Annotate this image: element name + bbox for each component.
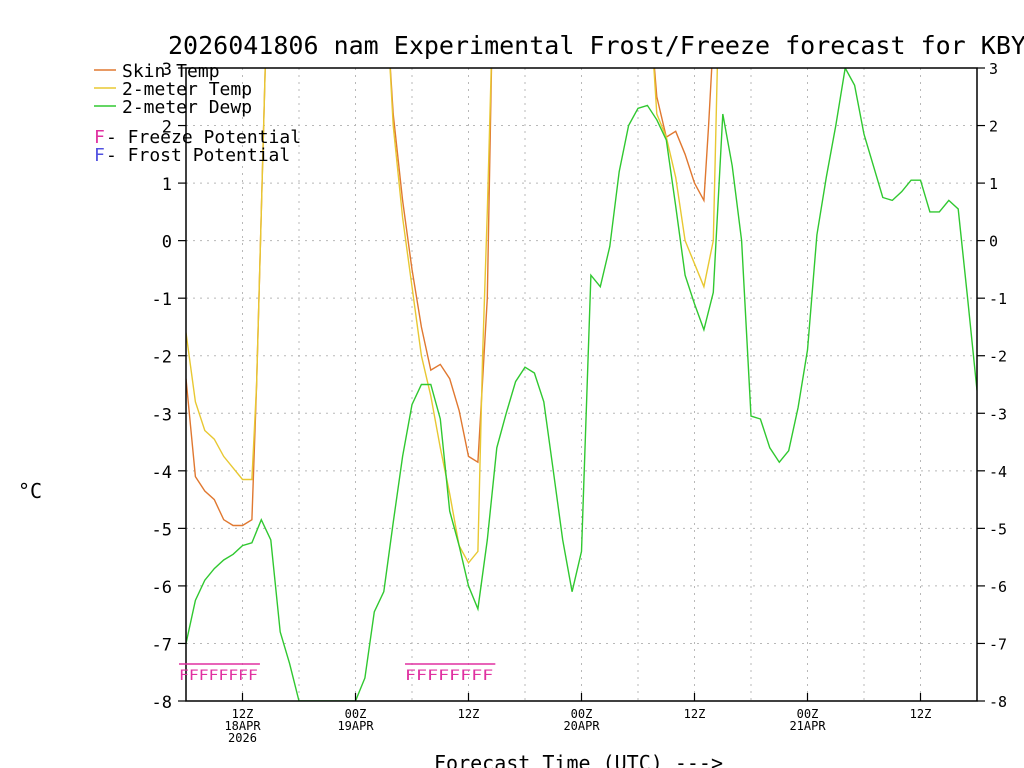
- x-tick-label: 12Z: [910, 707, 932, 721]
- legend-freeze-marker: F: [94, 127, 105, 148]
- legend-label: 2-meter Dewp: [122, 97, 252, 118]
- y-tick-label-right: 2: [989, 118, 998, 136]
- y-tick-label: -7: [152, 635, 172, 655]
- x-tick-label: 12Z: [458, 707, 480, 721]
- series-line-skin-temp: [186, 68, 713, 527]
- series-lines: [186, 68, 977, 701]
- x-tick-label: 18APR: [224, 719, 261, 733]
- y-tick-label-right: 3: [989, 60, 998, 78]
- series-line-2-meter-dewp: [186, 68, 977, 701]
- y-tick-label: -1: [152, 290, 172, 310]
- legend-frost-label: - Frost Potential: [106, 145, 290, 166]
- y-tick-label-right: -7: [989, 635, 1007, 653]
- grid-lines: [186, 68, 977, 701]
- x-tick-label: 20APR: [563, 719, 600, 733]
- y-tick-label-right: -3: [989, 405, 1007, 423]
- freeze-markers: FFFFFFFF FFFFFFFF: [179, 663, 496, 684]
- y-tick-label: 3: [162, 60, 172, 80]
- y-tick-label-right: -1: [989, 290, 1007, 308]
- y-tick-label-right: -5: [989, 520, 1007, 538]
- legend-frost-marker: F: [94, 145, 105, 166]
- legend-label: Skin Temp: [122, 61, 220, 82]
- x-tick-label: 21APR: [789, 719, 826, 733]
- x-tick-label: 12Z: [232, 707, 254, 721]
- x-tick-label: 00Z: [797, 707, 819, 721]
- y-tick-label: 0: [162, 233, 172, 253]
- x-tick-label: 12Z: [684, 707, 706, 721]
- y-axis-ticks: -8 -8 -7 -7 -6 -6 -5 -5 -4 -4 -3 -3 -2 -2 -1 -1 0 0 1 1 2 2 3 3: [152, 60, 1008, 713]
- x-tick-label: 2026: [228, 731, 257, 745]
- freeze-marker-label: FFFFFFFF: [179, 668, 258, 684]
- legend-freeze-label: - Freeze Potential: [106, 127, 301, 148]
- freeze-marker-label: FFFFFFFF: [405, 668, 493, 684]
- y-tick-label-right: -8: [989, 693, 1007, 711]
- x-axis-title: Forecast Time (UTC) --->: [434, 751, 723, 768]
- y-tick-label: -8: [152, 693, 172, 713]
- y-tick-label-right: -6: [989, 578, 1007, 596]
- x-tick-label: 00Z: [345, 707, 367, 721]
- y-axis-title: °C: [18, 479, 42, 503]
- y-tick-label: -6: [152, 578, 172, 598]
- x-tick-label: 19APR: [337, 719, 374, 733]
- legend-label: 2-meter Temp: [122, 79, 252, 100]
- y-tick-label-right: -2: [989, 348, 1007, 366]
- y-tick-label: -2: [152, 348, 172, 368]
- y-tick-label-right: 0: [989, 233, 998, 251]
- y-tick-label: 1: [162, 175, 172, 195]
- x-tick-label: 00Z: [571, 707, 593, 721]
- y-tick-label: 2: [162, 118, 172, 138]
- y-tick-label-right: -4: [989, 463, 1007, 481]
- y-tick-label: -3: [152, 405, 172, 425]
- series-line-2-meter-temp: [186, 68, 719, 565]
- y-tick-label: -5: [152, 520, 172, 540]
- y-tick-label: -4: [152, 463, 172, 483]
- chart-title: 2026041806 nam Experimental Frost/Freeze…: [168, 31, 1024, 60]
- y-tick-label-right: 1: [989, 175, 998, 193]
